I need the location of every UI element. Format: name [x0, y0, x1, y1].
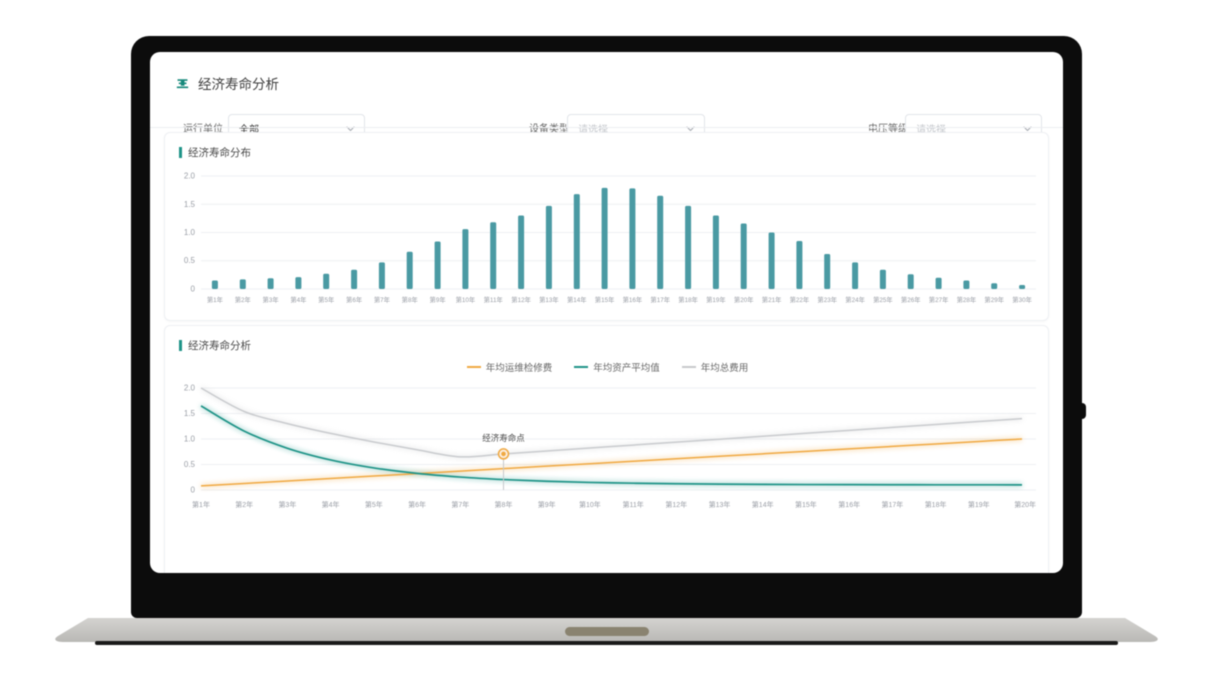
- svg-text:第11年: 第11年: [622, 500, 643, 509]
- svg-text:1.5: 1.5: [184, 200, 196, 209]
- svg-text:1.0: 1.0: [184, 228, 196, 237]
- svg-text:第4年: 第4年: [290, 295, 306, 304]
- svg-text:第9年: 第9年: [430, 295, 446, 304]
- svg-text:第23年: 第23年: [817, 295, 837, 304]
- svg-text:第24年: 第24年: [845, 295, 865, 304]
- svg-text:第6年: 第6年: [408, 500, 426, 509]
- svg-text:第12年: 第12年: [511, 295, 531, 304]
- svg-text:第18年: 第18年: [678, 295, 698, 304]
- svg-text:第15年: 第15年: [795, 500, 817, 509]
- svg-text:0: 0: [191, 486, 196, 495]
- svg-text:第12年: 第12年: [665, 500, 687, 509]
- svg-text:第17年: 第17年: [882, 500, 904, 509]
- svg-text:第9年: 第9年: [538, 500, 556, 509]
- svg-text:第3年: 第3年: [263, 295, 279, 304]
- svg-text:第20年: 第20年: [734, 295, 754, 304]
- svg-text:经济寿命点: 经济寿命点: [482, 433, 525, 443]
- svg-text:1.0: 1.0: [184, 435, 196, 444]
- svg-text:2.0: 2.0: [184, 172, 196, 181]
- svg-text:第8年: 第8年: [402, 295, 418, 304]
- svg-text:第22年: 第22年: [790, 295, 810, 304]
- svg-text:第8年: 第8年: [495, 500, 513, 509]
- svg-text:第2年: 第2年: [235, 295, 251, 304]
- svg-text:第14年: 第14年: [567, 295, 587, 304]
- svg-text:第15年: 第15年: [595, 295, 615, 304]
- svg-text:0.5: 0.5: [184, 460, 196, 469]
- svg-text:2.0: 2.0: [184, 384, 196, 393]
- svg-text:第27年: 第27年: [929, 295, 949, 304]
- svg-text:第2年: 第2年: [235, 500, 253, 509]
- svg-text:第10年: 第10年: [456, 295, 476, 304]
- svg-text:第5年: 第5年: [365, 500, 383, 509]
- svg-text:第4年: 第4年: [322, 500, 340, 509]
- svg-text:第7年: 第7年: [451, 500, 469, 509]
- svg-text:第19年: 第19年: [706, 295, 726, 304]
- svg-text:0: 0: [191, 285, 196, 294]
- svg-text:1.5: 1.5: [184, 409, 196, 418]
- svg-text:第18年: 第18年: [925, 500, 947, 509]
- svg-text:第1年: 第1年: [192, 500, 210, 509]
- svg-text:第21年: 第21年: [762, 295, 782, 304]
- svg-text:第10年: 第10年: [579, 500, 601, 509]
- svg-text:第13年: 第13年: [539, 295, 559, 304]
- svg-text:第16年: 第16年: [838, 500, 860, 509]
- svg-text:0.5: 0.5: [184, 256, 196, 265]
- svg-text:第26年: 第26年: [901, 295, 921, 304]
- svg-text:第6年: 第6年: [346, 295, 362, 304]
- svg-text:第28年: 第28年: [957, 295, 977, 304]
- svg-text:第5年: 第5年: [318, 295, 334, 304]
- svg-text:第7年: 第7年: [374, 295, 390, 304]
- svg-text:第30年: 第30年: [1012, 295, 1032, 304]
- svg-text:第14年: 第14年: [752, 500, 774, 509]
- svg-text:第3年: 第3年: [278, 500, 296, 509]
- svg-text:第11年: 第11年: [484, 295, 503, 304]
- svg-text:第19年: 第19年: [968, 500, 990, 509]
- svg-text:第25年: 第25年: [873, 295, 893, 304]
- svg-text:第1年: 第1年: [207, 295, 223, 304]
- svg-text:第16年: 第16年: [623, 295, 643, 304]
- svg-text:第13年: 第13年: [709, 500, 731, 509]
- svg-text:第20年: 第20年: [1014, 500, 1036, 509]
- svg-text:第17年: 第17年: [650, 295, 670, 304]
- svg-text:第29年: 第29年: [984, 295, 1004, 304]
